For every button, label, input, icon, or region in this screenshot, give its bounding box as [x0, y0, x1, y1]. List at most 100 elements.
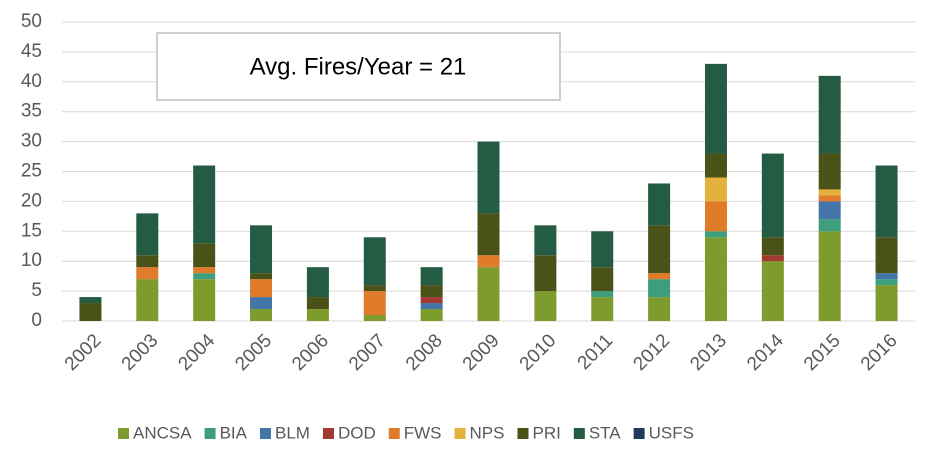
y-tick-label: 15: [21, 220, 42, 241]
bar-segment: [420, 303, 443, 310]
bar-segment: [477, 213, 500, 256]
legend-swatch: [573, 428, 585, 439]
y-tick-label: 20: [21, 190, 42, 211]
x-tick-label: 2015: [800, 330, 845, 375]
legend-swatch: [633, 428, 645, 439]
bar-segment: [648, 297, 671, 321]
bar-segment: [193, 243, 216, 268]
x-tick-label: 2006: [288, 330, 333, 375]
x-tick-label: 2008: [402, 330, 447, 375]
bar-segment: [591, 267, 614, 292]
legend-label: STA: [589, 423, 621, 442]
y-tick-label: 25: [21, 161, 42, 182]
legend-label: NPS: [470, 423, 505, 442]
y-tick-label: 35: [21, 101, 42, 122]
bar-segment: [363, 285, 386, 292]
bar-segment: [761, 261, 784, 321]
bar-segment: [193, 279, 216, 321]
bar-segment: [875, 273, 898, 280]
legend-swatch: [204, 428, 216, 439]
y-tick-label: 45: [21, 41, 42, 62]
bar-segment: [761, 237, 784, 256]
bar-segment: [534, 291, 557, 321]
bar-segment: [136, 255, 159, 268]
bar-segment: [818, 201, 841, 220]
bar-segment: [648, 273, 671, 280]
legend-swatch: [118, 428, 129, 439]
bar-segment: [591, 291, 614, 298]
bar-segment: [591, 297, 614, 321]
legend-swatch: [388, 428, 400, 439]
annotation-box: [156, 32, 561, 101]
x-tick-label: 2002: [61, 330, 106, 375]
bar-segment: [648, 183, 671, 226]
x-tick-label: 2013: [686, 330, 731, 375]
y-tick-label: 30: [21, 131, 42, 152]
bar-segment: [875, 237, 898, 274]
bar-segment: [250, 309, 273, 321]
bar-segment: [306, 297, 329, 310]
y-tick-label: 0: [31, 310, 42, 331]
x-tick-label: 2004: [175, 330, 220, 375]
bar-segment: [136, 267, 159, 280]
legend-label: USFS: [649, 423, 694, 442]
legend-label: ANCSA: [133, 423, 192, 442]
y-tick-label: 5: [31, 280, 42, 301]
bar-segment: [306, 267, 329, 298]
legend-swatch: [517, 428, 529, 439]
bar-segment: [477, 255, 500, 268]
bar-segment: [420, 267, 443, 286]
bar-segment: [363, 291, 386, 316]
x-tick-label: 2003: [118, 330, 163, 375]
x-tick-label: 2014: [743, 330, 788, 375]
bar-segment: [136, 213, 159, 256]
bar-segment: [79, 297, 102, 304]
legend-label: BIA: [220, 423, 248, 442]
bar-segment: [761, 255, 784, 262]
y-tick-label: 40: [21, 71, 42, 92]
bar-segment: [420, 309, 443, 321]
x-tick-label: 2012: [629, 330, 674, 375]
bar-segment: [306, 309, 329, 321]
bar-segment: [648, 225, 671, 274]
bar-segment: [477, 141, 500, 214]
bar-segment: [818, 75, 841, 154]
legend-swatch: [322, 428, 334, 439]
x-tick-label: 2016: [857, 330, 902, 375]
legend-swatch: [259, 428, 271, 439]
x-tick-label: 2011: [574, 330, 618, 374]
legend-swatch: [454, 428, 466, 439]
x-tick-label: 2007: [345, 330, 390, 375]
bar-segment: [193, 165, 216, 244]
bar-segment: [79, 303, 102, 321]
bar-segment: [875, 279, 898, 286]
legend-label: BLM: [275, 423, 310, 442]
bar-segment: [704, 63, 727, 154]
legend-label: PRI: [532, 423, 560, 442]
legend-label: DOD: [338, 423, 376, 442]
bar-segment: [704, 231, 727, 238]
bar-segment: [250, 297, 273, 310]
bar-segment: [136, 279, 159, 321]
bar-segment: [818, 153, 841, 190]
bar-segment: [477, 267, 500, 321]
bar-segment: [875, 165, 898, 238]
bar-segment: [534, 225, 557, 256]
bar-segment: [193, 273, 216, 280]
bar-segment: [363, 237, 386, 286]
bar-segment: [761, 153, 784, 238]
bar-segment: [704, 237, 727, 321]
bar-segment: [704, 201, 727, 232]
bar-segment: [818, 219, 841, 232]
bar-segment: [591, 231, 614, 268]
bar-segment: [250, 225, 273, 274]
bar-segment: [534, 255, 557, 292]
x-tick-label: 2005: [231, 330, 276, 375]
bar-segment: [818, 195, 841, 202]
bar-segment: [648, 279, 671, 298]
bar-segment: [818, 189, 841, 196]
bar-segment: [704, 153, 727, 178]
x-tick-label: 2010: [516, 330, 561, 375]
bar-segment: [704, 177, 727, 202]
bar-segment: [250, 279, 273, 298]
